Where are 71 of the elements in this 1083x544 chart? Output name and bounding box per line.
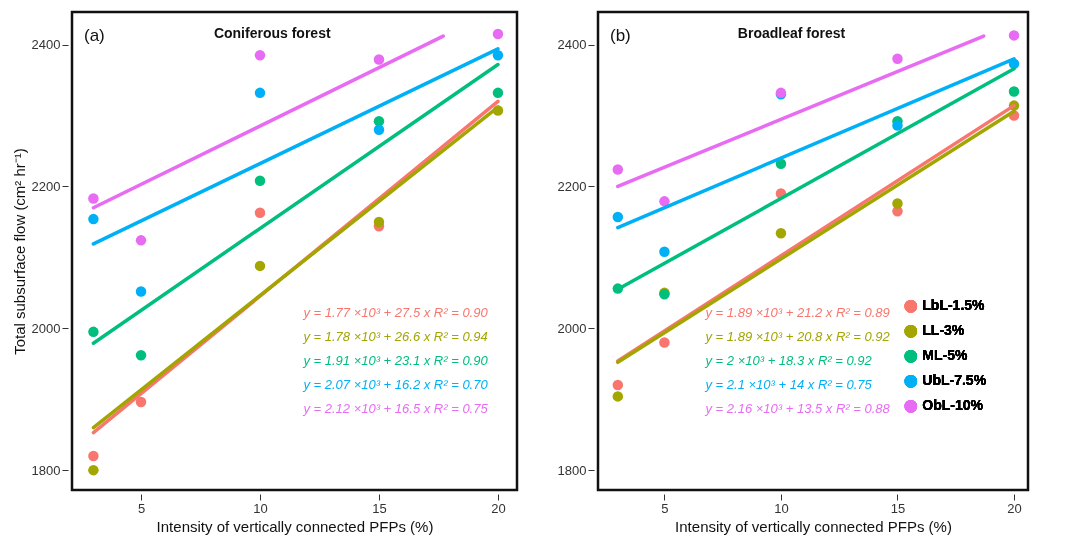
y-tick-label: 1800: [557, 462, 587, 478]
point: [775, 228, 787, 239]
point: [88, 464, 99, 476]
point: [254, 175, 266, 187]
point: [373, 54, 385, 65]
point: [254, 260, 266, 272]
annotation: y = 1.89 ×10³ + 20.8 x R² = 0.92: [704, 329, 891, 345]
point: [373, 216, 385, 228]
annotation: y = 2.1 ×10³ + 14 x R² = 0.75: [704, 377, 873, 393]
y-tick-label: 2400: [31, 37, 61, 53]
y-tick-label: 2200: [557, 178, 587, 194]
y-tick-label: 1800: [31, 462, 61, 478]
y-tick-label: 2200: [31, 178, 61, 194]
point: [135, 396, 147, 408]
x-tick-label: 15: [890, 500, 906, 516]
annotation: (a): [84, 26, 105, 45]
annotation: y = 1.89 ×10³ + 21.2 x R² = 0.89: [704, 305, 890, 321]
legend-label: ML-5%: [922, 347, 968, 364]
point: [612, 391, 624, 402]
point: [612, 211, 624, 223]
point: [492, 87, 504, 99]
point: [1008, 86, 1020, 97]
annotation: (b): [610, 26, 631, 45]
annotation: y = 2 ×10³ + 18.3 x R² = 0.92: [704, 353, 873, 369]
point: [373, 124, 385, 135]
x-axis-title: Intensity of vertically connected PFPs (%): [675, 517, 952, 535]
point: [254, 207, 266, 218]
point: [88, 326, 99, 338]
y-tick-label: 2400: [557, 37, 587, 53]
point: [254, 87, 266, 99]
point: [254, 50, 266, 61]
point: [88, 450, 99, 462]
point: [892, 53, 903, 65]
legend-label: LbL-1.5%: [922, 297, 986, 314]
point: [659, 246, 670, 257]
y-tick-label: 2000: [31, 320, 61, 336]
point: [659, 196, 670, 207]
x-tick-label: 5: [661, 500, 669, 516]
point: [612, 379, 624, 391]
point: [1008, 30, 1020, 41]
annotation: y = 1.77 ×10³ + 27.5 x R² = 0.90: [302, 305, 489, 321]
annotation: y = 1.91 ×10³ + 23.1 x R² = 0.90: [302, 353, 489, 369]
point: [492, 28, 504, 40]
legend-label: UbL-7.5%: [922, 372, 987, 389]
point: [135, 235, 147, 246]
annotation: y = 2.16 ×10³ + 13.5 x R² = 0.88: [704, 401, 891, 417]
x-tick-label: 20: [1007, 500, 1022, 516]
x-tick-label: 5: [137, 500, 146, 516]
x-tick-label: 10: [774, 500, 789, 516]
point: [659, 337, 670, 348]
point: [492, 50, 504, 61]
legend-label: LL-3%: [922, 322, 965, 339]
point: [135, 286, 147, 297]
point: [88, 213, 99, 225]
point: [88, 193, 99, 204]
point: [892, 120, 903, 131]
x-tick-label: 20: [491, 500, 506, 516]
text: Broadleaf forest: [737, 25, 846, 41]
text: Coniferous forest: [213, 25, 331, 41]
y-tick-label: 2000: [557, 320, 587, 336]
x-tick-label: 15: [372, 500, 387, 516]
x-axis-title: Intensity of vertically connected PFPs (%): [156, 517, 434, 535]
annotation: y = 2.12 ×10³ + 16.5 x R² = 0.75: [302, 401, 489, 417]
point: [892, 198, 903, 209]
annotation: y = 1.78 ×10³ + 26.6 x R² = 0.94: [302, 329, 488, 345]
annotation: y = 2.07 ×10³ + 16.2 x R² = 0.70: [302, 377, 489, 393]
point: [135, 350, 147, 361]
legend-label: ObL-10%: [922, 397, 984, 414]
point: [612, 164, 624, 175]
x-tick-label: 10: [253, 500, 268, 516]
y-axis-title: Total subsurface flow (cm² hr⁻¹): [10, 148, 28, 355]
